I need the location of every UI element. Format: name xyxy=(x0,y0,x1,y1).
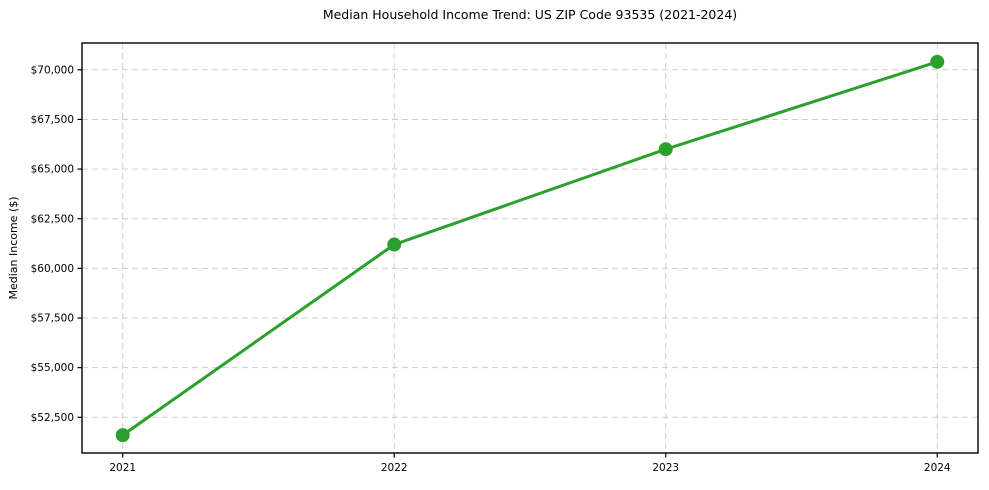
data-point-marker xyxy=(930,54,945,69)
data-point-marker xyxy=(658,142,673,157)
x-tick-label: 2021 xyxy=(109,462,136,474)
data-point-marker xyxy=(387,237,402,252)
y-tick-label: $62,500 xyxy=(31,213,74,225)
x-tick-label: 2022 xyxy=(381,462,408,474)
income-trend-line xyxy=(121,60,939,437)
plot-background xyxy=(82,43,978,453)
y-tick-label: $52,500 xyxy=(31,412,74,424)
chart-title: Median Household Income Trend: US ZIP Co… xyxy=(323,7,737,22)
y-tick-label: $70,000 xyxy=(31,64,74,76)
data-point-marker xyxy=(115,428,130,443)
series-layer xyxy=(115,54,945,443)
axes-layer: $52,500 $55,000 $57,500 $60,000 $62,500 $65,0… xyxy=(31,42,979,474)
plot-border xyxy=(81,42,979,454)
y-axis-label: Median Income ($) xyxy=(7,196,20,299)
y-tick-label: $67,500 xyxy=(31,114,74,126)
x-tick-label: 2024 xyxy=(924,462,951,474)
y-tick-label: $57,500 xyxy=(31,313,74,325)
y-tick-label: $65,000 xyxy=(31,164,74,176)
y-tick-label: $60,000 xyxy=(31,263,74,275)
y-tick-label: $55,000 xyxy=(31,362,74,374)
x-tick-label: 2023 xyxy=(652,462,679,474)
